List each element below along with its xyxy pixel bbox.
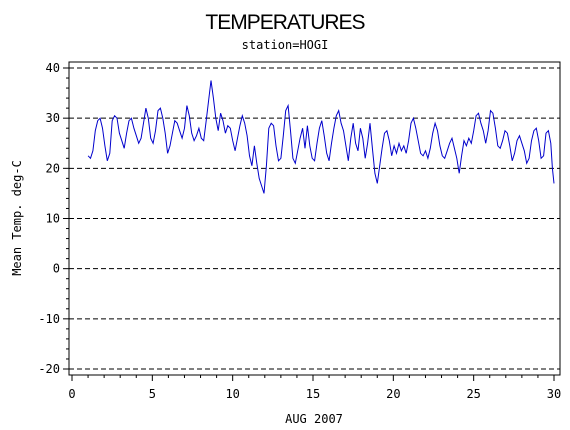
series-line (87, 80, 555, 194)
x-tick-label: 5 (149, 387, 156, 401)
x-axis-label: AUG 2007 (285, 412, 343, 426)
gridlines (69, 67, 560, 370)
y-tick-label: 10 (46, 212, 60, 226)
y-tick-label: -10 (38, 312, 60, 326)
x-tick-label: 0 (68, 387, 75, 401)
x-tick-label: 15 (306, 387, 320, 401)
y-axis-label: Mean Temp. deg-C (10, 160, 24, 276)
y-tick-label: 30 (46, 111, 60, 125)
x-tick-label: 10 (225, 387, 239, 401)
y-tick-label: 0 (53, 262, 60, 276)
chart-title: TEMPERATURES (205, 11, 365, 34)
chart-subtitle: station=HOGI (242, 38, 329, 52)
x-tick-label: 25 (466, 387, 480, 401)
y-tick-label: 20 (46, 161, 60, 175)
y-axis: -20 -10 0 10 20 30 40 (38, 61, 69, 376)
y-tick-label: -20 (38, 362, 60, 376)
x-tick-label: 30 (547, 387, 561, 401)
y-tick-label: 40 (46, 61, 60, 75)
x-axis: 0 5 10 15 20 25 30 (68, 375, 561, 401)
x-tick-label: 20 (386, 387, 400, 401)
